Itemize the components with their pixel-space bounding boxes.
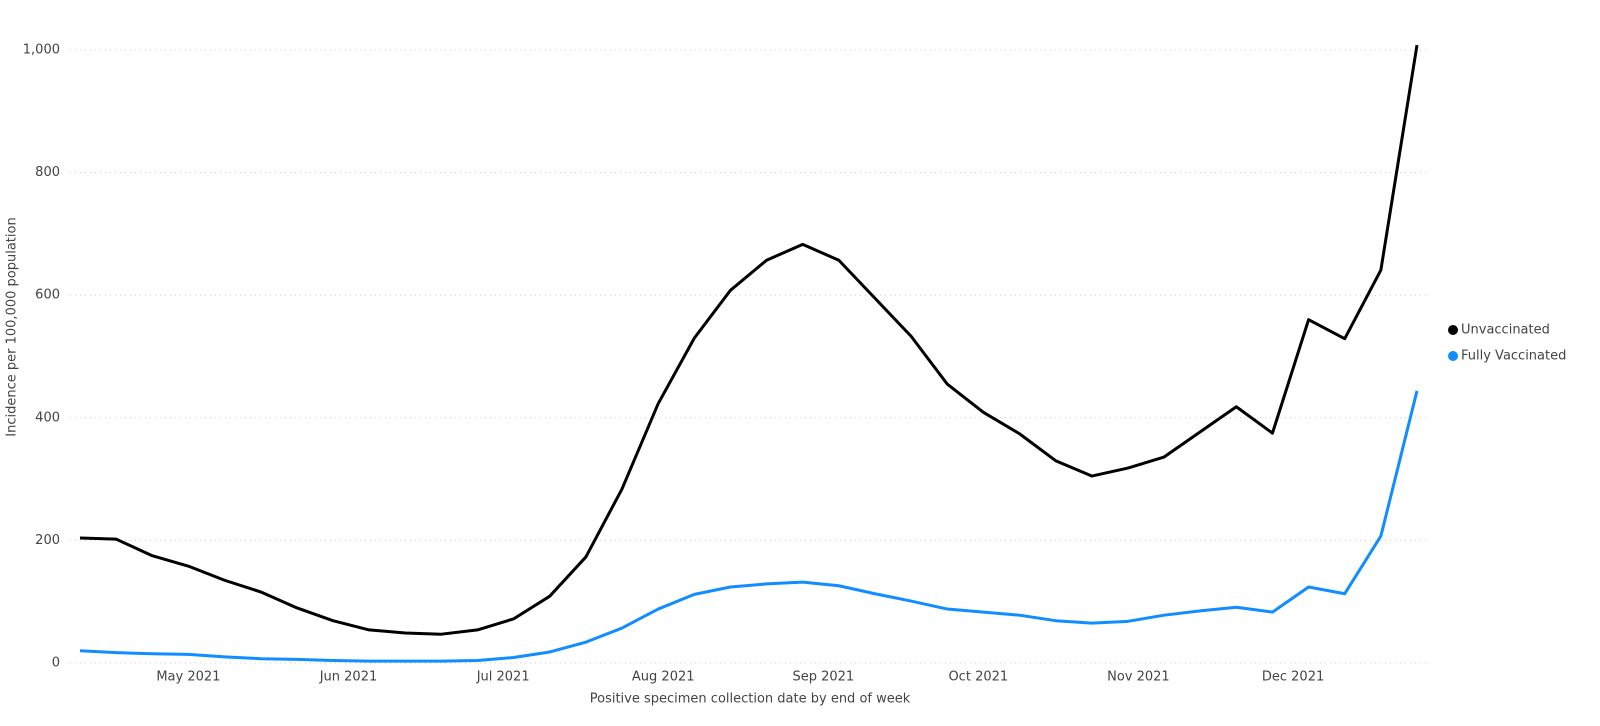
legend-marker — [1448, 351, 1458, 361]
x-tick-label: Aug 2021 — [632, 670, 695, 685]
x-tick-label: Dec 2021 — [1262, 670, 1324, 685]
x-tick-label: Jul 2021 — [476, 670, 530, 685]
series-line — [79, 44, 1419, 636]
x-axis-label: Positive specimen collection date by end… — [590, 692, 911, 707]
y-tick-label: 200 — [35, 533, 60, 548]
x-tick-label: Oct 2021 — [948, 670, 1008, 685]
legend-label: Unvaccinated — [1461, 323, 1550, 338]
y-tick-label: 800 — [35, 165, 60, 180]
legend-marker — [1448, 325, 1458, 335]
y-tick-label: 600 — [35, 288, 60, 303]
series-line — [79, 390, 1419, 663]
x-tick-label: Sep 2021 — [792, 670, 854, 685]
y-axis-label: Incidence per 100,000 population — [5, 217, 20, 436]
x-tick-label: Jun 2021 — [319, 670, 378, 685]
y-tick-label: 1,000 — [23, 43, 60, 58]
x-tick-label: Nov 2021 — [1107, 670, 1170, 685]
y-tick-label: 0 — [52, 656, 60, 671]
legend-label: Fully Vaccinated — [1461, 349, 1566, 364]
x-tick-label: May 2021 — [156, 670, 220, 685]
y-tick-label: 400 — [35, 410, 60, 425]
